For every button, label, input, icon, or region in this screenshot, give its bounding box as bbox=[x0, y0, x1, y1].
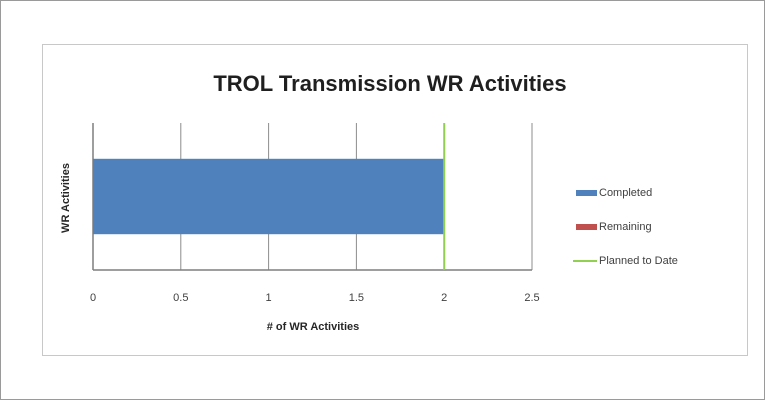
y-axis-title: WR Activities bbox=[60, 163, 72, 233]
legend-label: Completed bbox=[599, 187, 652, 199]
x-tick-label: 1.5 bbox=[349, 292, 364, 304]
legend-swatch bbox=[576, 190, 597, 196]
x-tick-label: 2 bbox=[441, 292, 447, 304]
legend-label: Planned to Date bbox=[599, 255, 678, 267]
legend-label: Remaining bbox=[599, 221, 652, 233]
x-tick-label: 2.5 bbox=[524, 292, 539, 304]
x-axis-title: # of WR Activities bbox=[267, 321, 360, 333]
x-tick-label: 1 bbox=[266, 292, 272, 304]
x-tick-label: 0 bbox=[90, 292, 96, 304]
legend-swatch bbox=[576, 224, 597, 230]
chart-title: TROL Transmission WR Activities bbox=[213, 71, 566, 96]
bar bbox=[93, 158, 445, 235]
x-tick-label: 0.5 bbox=[173, 292, 188, 304]
